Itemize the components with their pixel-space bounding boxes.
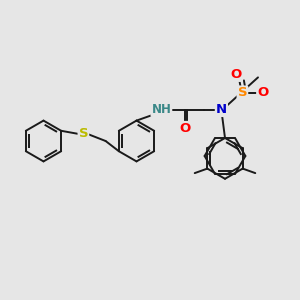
Text: S: S: [79, 127, 88, 140]
Text: O: O: [257, 86, 269, 100]
Text: S: S: [238, 86, 247, 100]
Text: NH: NH: [152, 103, 171, 116]
Text: O: O: [179, 122, 190, 135]
Text: N: N: [216, 103, 227, 116]
Text: O: O: [231, 68, 242, 81]
